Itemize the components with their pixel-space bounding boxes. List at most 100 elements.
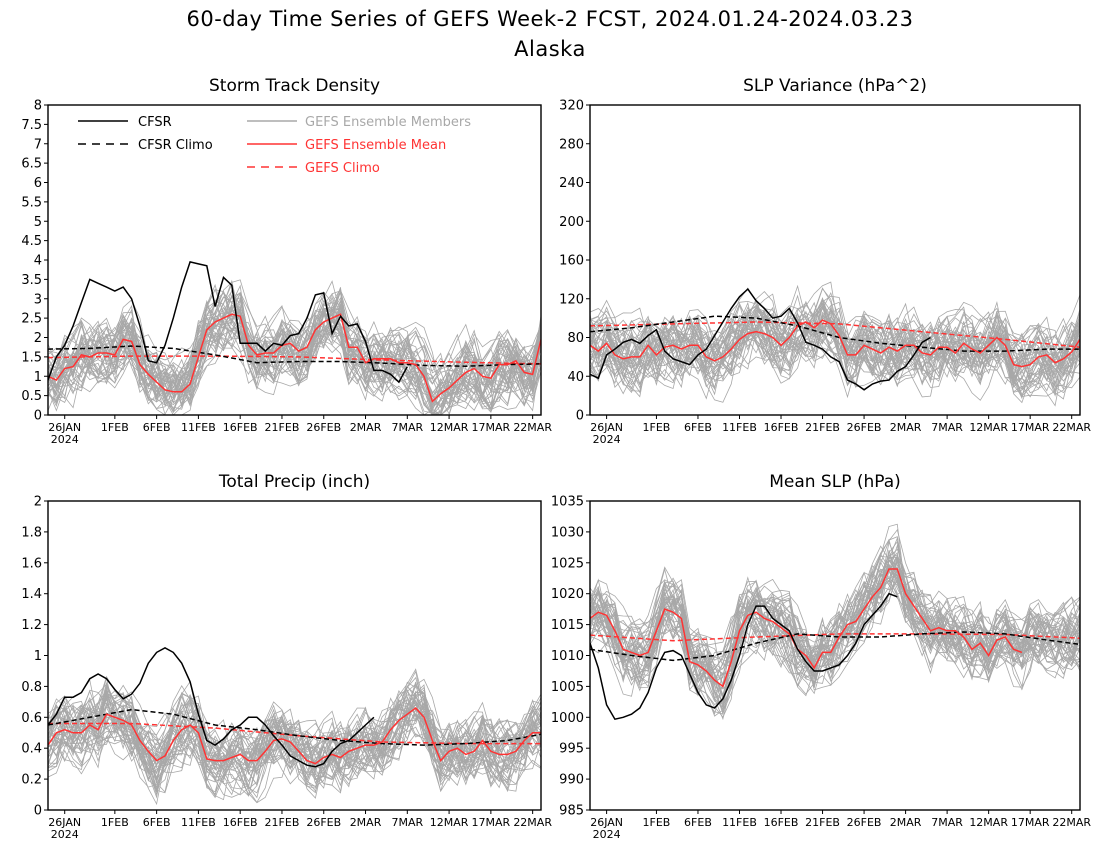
ensemble-member-line [48,287,541,406]
legend: CFSR CFSR Climo GEFS Ensemble Members GE… [78,115,471,176]
y-tick-label: 0.2 [21,773,42,788]
y-tick-label: 0.6 [21,711,42,726]
ensemble-member-line [590,309,1080,390]
x-tick-label: 22MAR [513,816,552,829]
y-tick-label: 0 [576,409,584,424]
y-tick-label: 120 [559,292,584,307]
y-tick-label: 1010 [551,649,584,664]
y-tick-label: 0.4 [21,742,42,757]
x-tick-label: 17MAR [1011,421,1050,434]
y-tick-label: 0 [34,804,42,819]
y-tick-label: 1015 [551,618,584,633]
ensemble-member-line [590,556,1080,689]
ensemble-member-line [48,279,541,412]
x-tick-label: 17MAR [472,816,511,829]
y-tick-label: 1020 [551,587,584,602]
y-tick-label: 0 [34,409,42,424]
x-tick-label: 17MAR [1011,816,1050,829]
gefs-climo-line [48,722,541,745]
ensemble-member-line [48,676,541,792]
ensemble-mean-line [590,568,1023,688]
ensemble-member-line [48,688,541,789]
x-tick-label: 16FEB [223,816,258,829]
ensemble-member-line [590,552,1080,708]
ensemble-member-line [590,560,1080,721]
x-tick-label: 2MAR [890,816,922,829]
ensemble-member-line [590,551,1080,709]
ensemble-mean-line [48,706,541,765]
x-tick-label: 1FEB [643,421,671,434]
ensemble-mean-line [48,313,541,403]
cfsr-line [48,646,375,768]
y-tick-label: 5 [34,215,42,230]
y-tick-label: 1.2 [21,618,42,633]
gefs-climo-line [590,633,1080,642]
x-tick-label: 21FEB [265,421,300,434]
y-tick-label: 995 [559,742,584,757]
y-tick-label: 240 [559,176,584,191]
x-tick-label: 12MAR [430,421,469,434]
ensemble-member-line [48,299,541,415]
y-tick-label: 7 [34,137,42,152]
ensemble-member-line [48,310,541,412]
y-tick-label: 0.5 [21,389,42,404]
gefs-climo-line [590,321,1080,348]
y-tick-label: 6 [34,176,42,191]
ensemble-member-line [590,311,1080,401]
y-tick-label: 3 [34,292,42,307]
slp-variance-panel: SLP Variance (hPa^2) 0 40 80 120 160 200 240 280… [559,76,1091,446]
x-tick-label: 16FEB [764,816,799,829]
ensemble-member-line [590,563,1080,683]
cfsr-line [48,261,408,384]
y-tick-label: 1.8 [21,525,42,540]
ensemble-member-line [48,306,541,415]
x-tick-label: 11FEB [722,816,757,829]
y-tick-label: 1030 [551,525,584,540]
legend-gefs-climo-label: GEFS Climo [305,161,380,176]
x-tick-label: 26FEB [847,421,882,434]
x-tick-label: 2MAR [350,421,382,434]
y-tick-label: 4.5 [21,234,42,249]
y-tick-label: 990 [559,773,584,788]
y-tick-label: 1 [34,649,42,664]
ensemble-member-line [590,287,1080,385]
x-tick-label: 17MAR [472,421,511,434]
x-tick-label: 26JAN [48,421,81,434]
x-tick-label: 21FEB [805,816,840,829]
x-year-label: 2024 [51,828,79,841]
x-tick-label: 26JAN [48,816,81,829]
gefs-climo-line [48,355,541,365]
ensemble-member-line [48,306,541,406]
x-tick-label: 22MAR [1052,421,1091,434]
y-tick-label: 0.8 [21,680,42,695]
y-tick-label: 40 [567,370,584,385]
ensemble-member-line [590,549,1080,679]
ensemble-member-line [48,684,541,783]
ensemble-member-line [48,685,541,798]
y-tick-label: 1.4 [21,587,42,602]
x-tick-label: 21FEB [805,421,840,434]
y-tick-label: 6.5 [21,157,42,172]
x-tick-label: 1FEB [643,816,671,829]
y-tick-label: 1 [34,370,42,385]
ensemble-mean-line [590,319,1080,368]
x-tick-label: 6FEB [143,421,171,434]
y-tick-label: 320 [559,99,584,114]
y-tick-label: 5.5 [21,195,42,210]
x-tick-label: 16FEB [764,421,799,434]
y-tick-label: 200 [559,215,584,230]
ensemble-members [590,523,1080,721]
cfsr-climo-line [48,345,541,367]
ensemble-member-line [48,670,541,804]
figure-title: 60-day Time Series of GEFS Week-2 FCST, … [186,7,913,31]
cfsr-line [590,287,931,391]
y-tick-label: 2 [34,331,42,346]
figure-subtitle: Alaska [514,37,586,61]
legend-members-label: GEFS Ensemble Members [305,115,471,130]
x-tick-label: 26FEB [847,816,882,829]
legend-mean-label: GEFS Ensemble Mean [305,138,446,153]
x-tick-label: 1FEB [101,421,129,434]
ensemble-member-line [590,560,1080,687]
cfsr-line [590,592,898,721]
